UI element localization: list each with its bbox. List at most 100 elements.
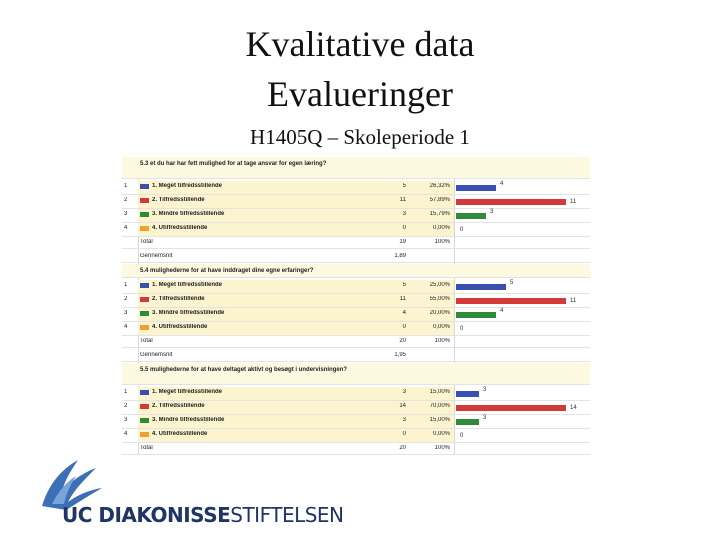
color-swatch bbox=[140, 418, 149, 423]
bar-value-label: 0 bbox=[460, 433, 464, 439]
answer-label: 2. Tilfredsstillende bbox=[152, 197, 205, 203]
answer-label: 1. Meget tilfredsstillende bbox=[152, 282, 223, 288]
answer-label: 2. Tilfredsstillende bbox=[152, 403, 205, 409]
answer-label-band bbox=[138, 294, 454, 307]
total-row: Total 19 100% bbox=[122, 237, 590, 249]
answer-count: 0 bbox=[402, 225, 406, 231]
answer-index: 4 bbox=[124, 431, 128, 437]
bar-value-label: 0 bbox=[460, 326, 464, 332]
answer-label: 1. Meget tilfredsstillende bbox=[152, 183, 223, 189]
answer-percent: 57,89% bbox=[429, 197, 450, 203]
answer-percent: 70,00% bbox=[429, 403, 450, 409]
color-swatch bbox=[140, 198, 149, 203]
total-label: Total bbox=[140, 445, 153, 451]
question-row: 5.3 et du har har fett mulighed for at t… bbox=[122, 157, 590, 179]
answer-row: 2 2. Tilfredsstillende 14 70,00% 14 bbox=[122, 401, 590, 415]
brand-name-part-1: UC DIAKONISSE bbox=[62, 503, 231, 527]
answer-percent: 15,00% bbox=[429, 417, 450, 423]
answer-label-band bbox=[138, 223, 454, 236]
answer-bar bbox=[456, 405, 566, 411]
bar-value-label: 5 bbox=[510, 280, 514, 286]
answer-label: 4. Utilfredsstillende bbox=[152, 324, 208, 330]
bar-value-label: 14 bbox=[570, 405, 577, 411]
answer-row: 4 4. Utilfredsstillende 0 0,00% 0 bbox=[122, 429, 590, 443]
answer-count: 5 bbox=[402, 183, 406, 189]
bar-value-label: 3 bbox=[483, 387, 487, 393]
color-swatch bbox=[140, 404, 149, 409]
color-swatch bbox=[140, 311, 149, 316]
answer-percent: 15,00% bbox=[429, 389, 450, 395]
slide-subtitle: H1405Q – Skoleperiode 1 bbox=[250, 125, 470, 149]
answer-index: 4 bbox=[124, 324, 128, 330]
answer-index: 2 bbox=[124, 403, 128, 409]
answer-count: 0 bbox=[402, 324, 406, 330]
answer-count: 0 bbox=[402, 431, 406, 437]
evaluation-spreadsheet: 5.3 et du har har fett mulighed for at t… bbox=[122, 157, 590, 455]
total-percent: 100% bbox=[434, 338, 450, 344]
bar-value-label: 3 bbox=[490, 209, 494, 215]
answer-index: 3 bbox=[124, 417, 128, 423]
answer-index: 3 bbox=[124, 211, 128, 217]
answer-count: 14 bbox=[399, 403, 406, 409]
answer-percent: 15,79% bbox=[429, 211, 450, 217]
average-label: Gennemsnit bbox=[140, 253, 173, 259]
answer-row: 1 1. Meget tilfredsstillende 5 25,00% 5 bbox=[122, 280, 590, 294]
answer-row: 1 1. Meget tilfredsstillende 3 15,00% 3 bbox=[122, 387, 590, 401]
answer-row: 1 1. Meget tilfredsstillende 5 26,32% 4 bbox=[122, 181, 590, 195]
brand-name: UC DIAKONISSESTIFTELSEN bbox=[62, 503, 344, 527]
total-count: 20 bbox=[399, 338, 406, 344]
answer-label-band bbox=[138, 387, 454, 400]
answer-row: 3 3. Mindre tilfredsstillende 3 15,79% 3 bbox=[122, 209, 590, 223]
answer-row: 4 4. Utilfredsstillende 0 0,00% 0 bbox=[122, 322, 590, 336]
total-count: 19 bbox=[399, 239, 406, 245]
answer-label-band bbox=[138, 415, 454, 428]
answer-bar bbox=[456, 199, 566, 205]
answer-label-band bbox=[138, 280, 454, 293]
bar-value-label: 11 bbox=[570, 298, 577, 304]
bar-value-label: 4 bbox=[500, 181, 504, 187]
answer-percent: 25,00% bbox=[429, 282, 450, 288]
answer-count: 11 bbox=[399, 197, 406, 203]
bar-value-label: 11 bbox=[570, 199, 577, 205]
total-label: Total bbox=[140, 338, 153, 344]
color-swatch bbox=[140, 283, 149, 288]
bar-value-label: 0 bbox=[460, 227, 464, 233]
answer-label: 3. Mindre tilfredsstillende bbox=[152, 417, 225, 423]
answer-percent: 20,00% bbox=[429, 310, 450, 316]
answer-bar bbox=[456, 391, 479, 397]
answer-percent: 55,00% bbox=[429, 296, 450, 302]
average-value: 1,95 bbox=[394, 352, 406, 358]
answer-count: 4 bbox=[402, 310, 406, 316]
answer-label-band bbox=[138, 308, 454, 321]
answer-index: 4 bbox=[124, 225, 128, 231]
answer-count: 3 bbox=[402, 417, 406, 423]
bar-value-label: 3 bbox=[483, 415, 487, 421]
answer-row: 4 4. Utilfredsstillende 0 0,00% 0 bbox=[122, 223, 590, 237]
total-percent: 100% bbox=[434, 239, 450, 245]
average-label: Gennemsnit bbox=[140, 352, 173, 358]
answer-index: 1 bbox=[124, 183, 128, 189]
answer-index: 2 bbox=[124, 197, 128, 203]
answer-index: 1 bbox=[124, 389, 128, 395]
question-text: 5.3 et du har har fett mulighed for at t… bbox=[140, 161, 327, 167]
answer-label: 2. Tilfredsstillende bbox=[152, 296, 205, 302]
brand-name-part-2: STIFTELSEN bbox=[230, 503, 344, 527]
answer-row: 3 3. Mindre tilfredsstillende 4 20,00% 4 bbox=[122, 308, 590, 322]
answer-bar bbox=[456, 185, 496, 191]
answer-count: 5 bbox=[402, 282, 406, 288]
color-swatch bbox=[140, 212, 149, 217]
question-row: 5.5 mulighederne for at have deltaget ak… bbox=[122, 363, 590, 385]
slide-title-line-2: Evalueringer bbox=[267, 74, 453, 114]
color-swatch bbox=[140, 325, 149, 330]
color-swatch bbox=[140, 432, 149, 437]
question-text: 5.5 mulighederne for at have deltaget ak… bbox=[140, 367, 348, 373]
answer-label-band bbox=[138, 322, 454, 335]
answer-percent: 0,00% bbox=[432, 431, 450, 437]
answer-count: 3 bbox=[402, 389, 406, 395]
dove-icon bbox=[42, 460, 102, 510]
average-row: Gennemsnit 1,95 bbox=[122, 350, 590, 362]
answer-bar bbox=[456, 298, 566, 304]
answer-percent: 0,00% bbox=[432, 324, 450, 330]
answer-label: 4. Utilfredsstillende bbox=[152, 225, 208, 231]
total-count: 20 bbox=[399, 445, 406, 451]
